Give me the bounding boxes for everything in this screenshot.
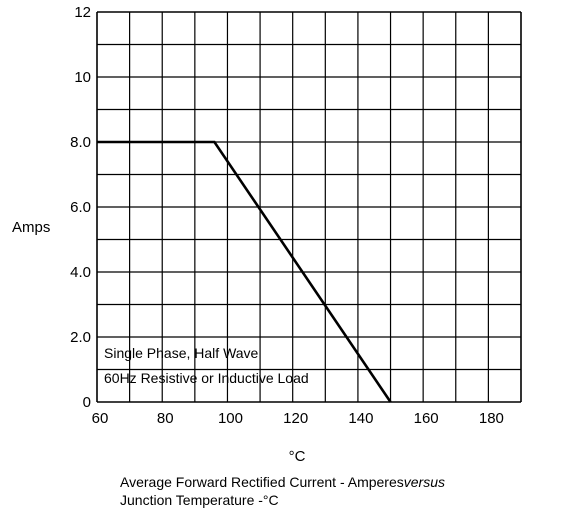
x-tick-label: 140 xyxy=(348,410,373,427)
series xyxy=(97,140,392,403)
tick-labels: 0 2.0 4.0 6.0 8.0 10 12 60 80 100 120 140 160 180 xyxy=(70,4,504,427)
annotation-line-2: 60Hz Resistive or Inductive Load xyxy=(104,370,309,386)
x-tick-label: 80 xyxy=(157,410,174,427)
y-tick-label: 10 xyxy=(74,69,91,86)
annotation-line-1: Single Phase, Half Wave xyxy=(104,345,259,361)
derating-curve xyxy=(97,140,392,403)
y-tick-label: 6.0 xyxy=(70,199,91,216)
y-axis-label: Amps xyxy=(12,219,50,236)
y-tick-label: 2.0 xyxy=(70,329,91,346)
y-tick-label: 4.0 xyxy=(70,264,91,281)
y-tick-label: 0 xyxy=(83,394,91,411)
y-tick-label: 12 xyxy=(74,4,91,21)
x-tick-label: 120 xyxy=(283,410,308,427)
x-axis-label: °C xyxy=(289,448,306,465)
grid xyxy=(96,11,522,403)
x-tick-label: 160 xyxy=(414,410,439,427)
x-tick-label: 180 xyxy=(479,410,504,427)
y-tick-label: 8.0 xyxy=(70,134,91,151)
x-tick-label: 100 xyxy=(218,410,243,427)
caption-line-1: Average Forward Rectified Current - Ampe… xyxy=(120,474,404,490)
caption-line-2: Junction Temperature -°C xyxy=(120,492,279,508)
caption: Average Forward Rectified Current - Ampe… xyxy=(120,473,445,491)
x-tick-label: 60 xyxy=(92,410,109,427)
caption-versus: versus xyxy=(403,474,445,490)
